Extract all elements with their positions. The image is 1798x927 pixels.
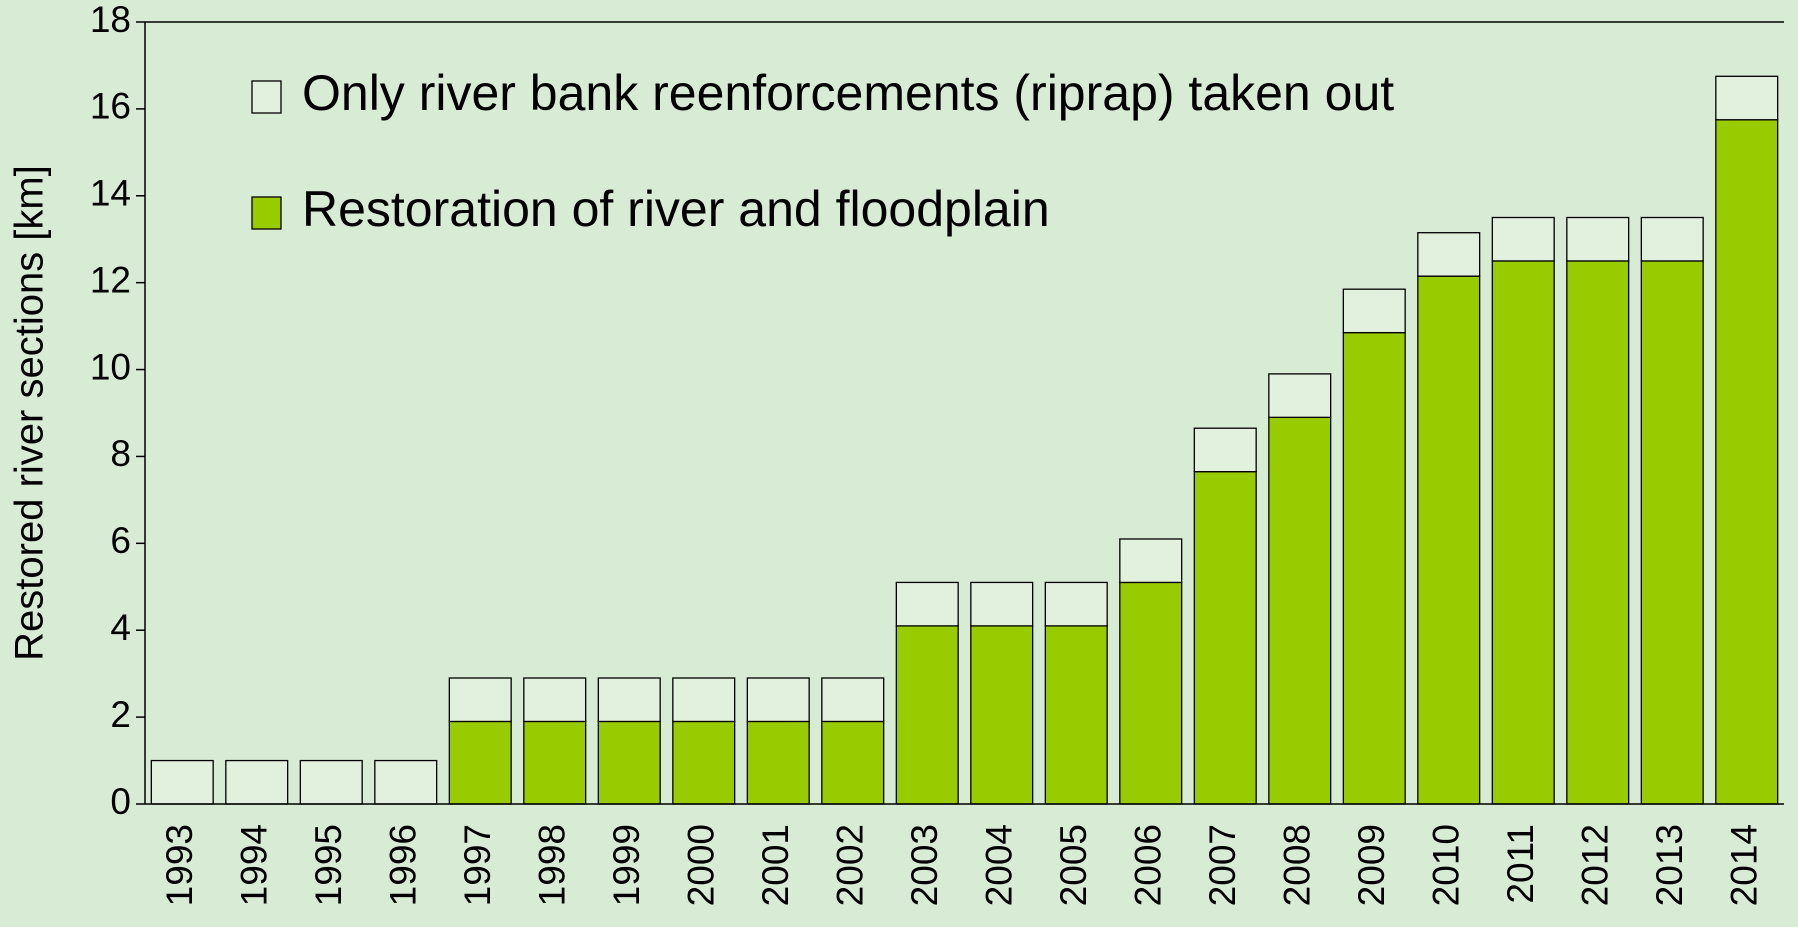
x-tick-label: 2003 xyxy=(904,824,945,906)
bar-segment xyxy=(150,759,214,805)
x-tick-label: 1999 xyxy=(606,824,647,906)
x-tick-label: 1994 xyxy=(234,824,275,906)
legend-swatch xyxy=(251,196,282,230)
bar-segment xyxy=(1044,625,1108,805)
legend-label: Only river bank reenforcements (riprap) … xyxy=(302,65,1394,121)
x-tick-label: 2008 xyxy=(1277,824,1318,906)
bar-segment xyxy=(821,677,885,723)
bar-segment xyxy=(1342,288,1406,334)
x-tick-label: 1993 xyxy=(159,824,200,906)
bar-segment xyxy=(1566,260,1630,805)
y-axis-label: Restored river sections [km] xyxy=(8,165,52,661)
bar-segment xyxy=(1491,216,1555,262)
bar-segment xyxy=(1268,416,1332,805)
x-tick-label: 1997 xyxy=(457,824,498,906)
x-tick-label: 2009 xyxy=(1351,824,1392,906)
bar-segment xyxy=(895,625,959,805)
y-tick-label: 18 xyxy=(90,0,131,40)
y-tick-label: 8 xyxy=(110,433,131,474)
legend-swatch xyxy=(251,80,282,114)
x-tick-label: 2002 xyxy=(830,824,871,906)
y-tick-label: 4 xyxy=(110,607,131,648)
x-tick-label: 2006 xyxy=(1128,824,1169,906)
x-tick-label: 2011 xyxy=(1500,824,1541,904)
bar-segment xyxy=(448,677,512,723)
bar-segment xyxy=(1268,373,1332,418)
bar-segment xyxy=(970,581,1034,627)
bar-segment xyxy=(1640,260,1704,805)
bar-segment xyxy=(597,677,661,723)
bar-segment xyxy=(970,625,1034,805)
bar-segment xyxy=(1491,260,1555,805)
y-tick-label: 6 xyxy=(110,520,131,561)
bar-segment xyxy=(225,759,289,805)
y-tick-label: 0 xyxy=(110,781,131,822)
bar-segment xyxy=(1119,538,1183,584)
bar-segment xyxy=(672,720,736,805)
y-tick-label: 12 xyxy=(90,259,131,300)
bar-segment xyxy=(1417,275,1481,805)
x-tick-label: 2000 xyxy=(681,824,722,906)
y-tick-label: 10 xyxy=(90,346,131,387)
bar-segment xyxy=(1342,331,1406,805)
bar-segment xyxy=(821,720,885,805)
bar-segment xyxy=(448,720,512,805)
bar-segment xyxy=(1417,232,1481,277)
y-tick-label: 2 xyxy=(110,694,131,735)
x-tick-label: 2012 xyxy=(1575,824,1616,906)
bar-segment xyxy=(299,759,363,805)
x-tick-label: 2010 xyxy=(1426,824,1467,906)
y-tick-label: 16 xyxy=(90,86,131,127)
bar-segment xyxy=(1044,581,1108,627)
bar-segment xyxy=(746,677,810,723)
bar-segment xyxy=(1566,216,1630,262)
bar-segment xyxy=(1193,427,1257,473)
bar-segment xyxy=(746,720,810,805)
x-tick-label: 2007 xyxy=(1202,824,1243,906)
x-tick-label: 1996 xyxy=(383,824,424,906)
bar-segment xyxy=(374,759,438,805)
x-tick-label: 2013 xyxy=(1649,824,1690,906)
bar-segment xyxy=(523,677,587,723)
bar-segment xyxy=(1193,470,1257,805)
legend-label: Restoration of river and floodplain xyxy=(302,181,1050,237)
bar-segment xyxy=(895,581,959,627)
bar-segment xyxy=(1715,119,1779,805)
y-tick-label: 14 xyxy=(90,173,131,214)
bar-segment xyxy=(1119,581,1183,805)
x-tick-label: 1998 xyxy=(532,824,573,906)
x-tick-label: 1995 xyxy=(308,824,349,906)
bar-segment xyxy=(1715,75,1779,121)
bar-segment xyxy=(672,677,736,723)
bar-segment xyxy=(1640,216,1704,262)
x-tick-label: 2004 xyxy=(979,824,1020,906)
x-tick-label: 2014 xyxy=(1724,824,1765,906)
bar-segment xyxy=(597,720,661,805)
bar-segment xyxy=(523,720,587,805)
x-tick-label: 2005 xyxy=(1053,824,1094,906)
x-tick-label: 2001 xyxy=(755,824,796,906)
